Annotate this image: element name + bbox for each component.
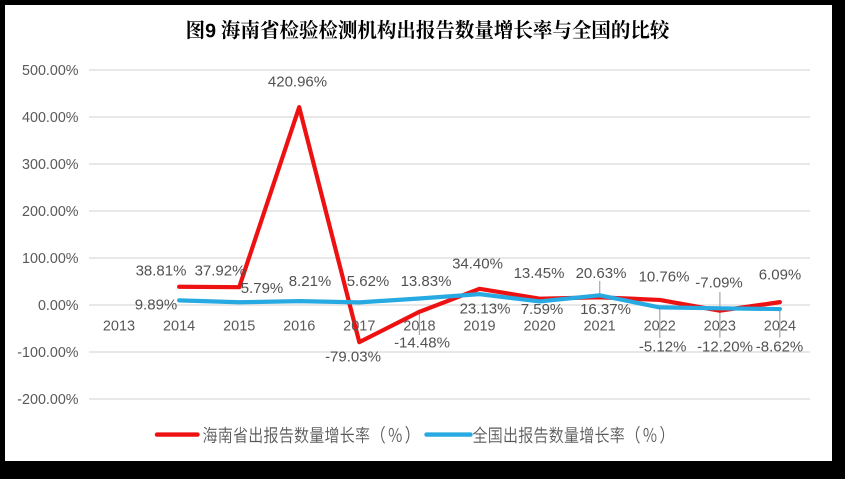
svg-text:400.00%: 400.00% xyxy=(22,110,79,126)
svg-text:420.96%: 420.96% xyxy=(268,73,327,90)
svg-text:300.00%: 300.00% xyxy=(22,157,79,173)
svg-text:-14.48%: -14.48% xyxy=(394,334,450,351)
svg-text:10.76%: 10.76% xyxy=(639,268,690,285)
svg-text:38.81%: 38.81% xyxy=(136,263,187,280)
svg-text:23.13%: 23.13% xyxy=(460,300,511,317)
svg-text:2013: 2013 xyxy=(103,318,135,334)
svg-text:2020: 2020 xyxy=(523,318,555,334)
svg-text:0.00%: 0.00% xyxy=(38,298,79,314)
svg-text:2022: 2022 xyxy=(644,318,676,334)
svg-text:200.00%: 200.00% xyxy=(22,204,79,220)
svg-text:13.83%: 13.83% xyxy=(401,273,452,290)
svg-text:5.79%: 5.79% xyxy=(241,280,284,297)
svg-text:6.09%: 6.09% xyxy=(759,266,802,283)
svg-text:-79.03%: -79.03% xyxy=(325,348,381,365)
svg-text:2014: 2014 xyxy=(163,318,195,334)
svg-text:-7.09%: -7.09% xyxy=(695,274,743,291)
svg-text:7.59%: 7.59% xyxy=(521,301,564,318)
svg-text:-12.20%: -12.20% xyxy=(697,338,753,355)
svg-text:100.00%: 100.00% xyxy=(22,251,79,267)
svg-text:2023: 2023 xyxy=(704,318,736,334)
svg-text:8.21%: 8.21% xyxy=(289,273,332,290)
svg-text:-200.00%: -200.00% xyxy=(17,392,78,408)
svg-text:2017: 2017 xyxy=(343,318,375,334)
svg-text:16.37%: 16.37% xyxy=(580,301,631,318)
svg-text:2024: 2024 xyxy=(764,318,796,334)
svg-text:5.62%: 5.62% xyxy=(347,273,390,290)
svg-text:34.40%: 34.40% xyxy=(452,255,503,272)
svg-text:-8.62%: -8.62% xyxy=(756,338,804,355)
svg-text:-100.00%: -100.00% xyxy=(17,345,78,361)
svg-text:2021: 2021 xyxy=(583,318,615,334)
svg-text:2018: 2018 xyxy=(403,318,435,334)
svg-text:13.45%: 13.45% xyxy=(514,265,565,282)
svg-text:2016: 2016 xyxy=(283,318,315,334)
svg-text:-5.12%: -5.12% xyxy=(639,338,687,355)
svg-text:20.63%: 20.63% xyxy=(576,265,627,282)
svg-text:37.92%: 37.92% xyxy=(195,263,246,280)
svg-text:9.89%: 9.89% xyxy=(135,296,178,313)
svg-text:2019: 2019 xyxy=(463,318,495,334)
svg-text:2015: 2015 xyxy=(223,318,255,334)
svg-text:500.00%: 500.00% xyxy=(22,63,79,79)
